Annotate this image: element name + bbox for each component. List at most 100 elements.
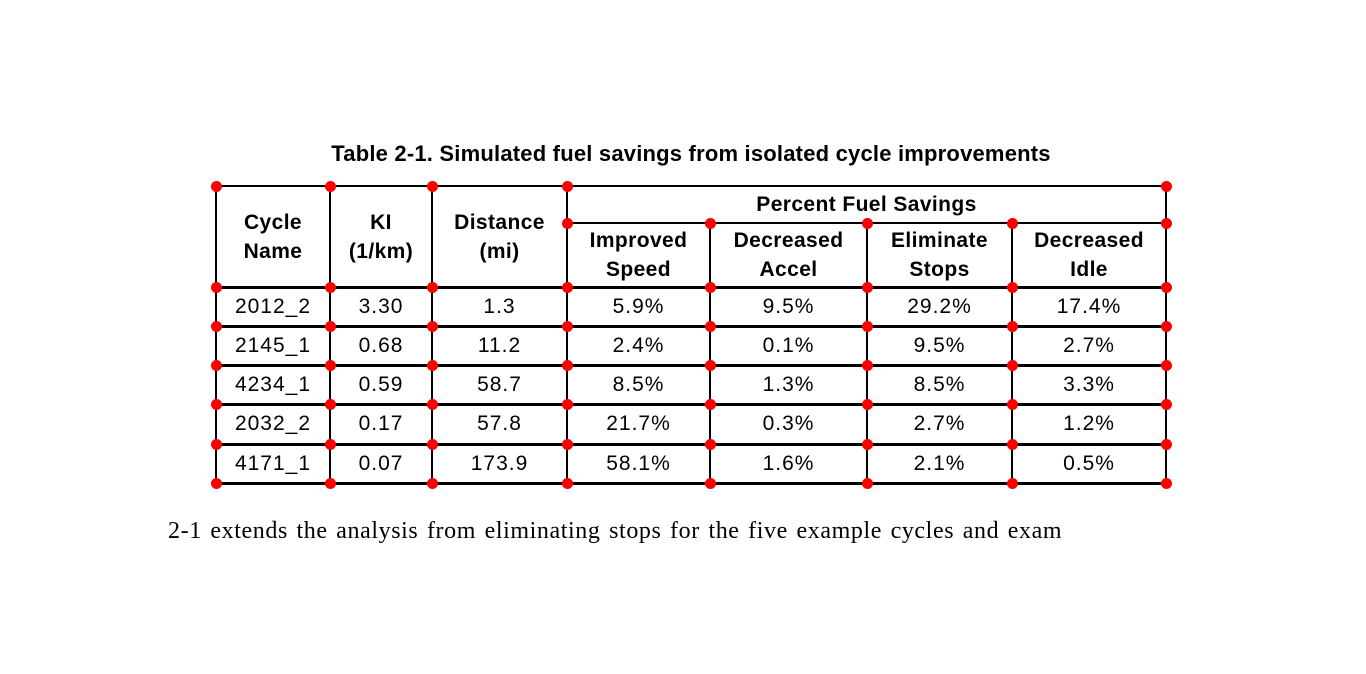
grid-line-horizontal [215, 402, 1167, 406]
data-cell: 8.5% [612, 372, 665, 396]
annotation-dot [426, 359, 438, 371]
annotation-dot [1006, 477, 1018, 489]
annotation-dot [704, 398, 716, 410]
annotation-dot [426, 281, 438, 293]
grid-line-horizontal [215, 481, 1167, 485]
caption-text: 2-1 extends the analysis from eliminatin… [168, 518, 1063, 544]
data-cell: 4171_1 [234, 451, 312, 475]
annotation-dot [561, 398, 573, 410]
annotation-dot [561, 180, 573, 192]
sub-header-cell: Decreased Accel [733, 229, 844, 281]
grid-line-horizontal [215, 324, 1167, 328]
annotation-dot [426, 438, 438, 450]
annotation-dot [561, 477, 573, 489]
annotation-dot [1160, 217, 1172, 229]
annotation-dot [210, 180, 222, 192]
data-cell: 0.1% [762, 333, 815, 357]
grid-line-horizontal [215, 185, 1167, 187]
data-cell: 21.7% [606, 412, 671, 435]
annotation-dot [861, 217, 873, 229]
annotation-dot [561, 320, 573, 332]
annotation-dot [704, 281, 716, 293]
annotation-dot [1006, 398, 1018, 410]
data-cell: 2145_1 [234, 333, 312, 357]
data-cell: 2.7% [1063, 333, 1115, 357]
annotation-dot [426, 320, 438, 332]
data-cell: 1.3 [483, 294, 516, 318]
annotation-dot [561, 438, 573, 450]
grid-line-vertical [866, 222, 868, 484]
annotation-dot [704, 359, 716, 371]
annotation-dot [210, 438, 222, 450]
grid-line-vertical [215, 185, 217, 484]
annotation-dot [324, 438, 336, 450]
data-cell: 29.2% [907, 294, 972, 318]
data-cell: 58.1% [606, 451, 671, 475]
annotation-dot [861, 281, 873, 293]
clipped-text-fragment: e [158, 514, 164, 550]
data-cell: 5.9% [612, 294, 665, 318]
annotation-dot [861, 398, 873, 410]
annotation-dot [861, 438, 873, 450]
annotation-dot [1160, 180, 1172, 192]
annotation-dot [1006, 281, 1018, 293]
annotation-dot [861, 320, 873, 332]
annotation-dot [324, 281, 336, 293]
annotation-dot [1160, 477, 1172, 489]
annotation-dot [1160, 320, 1172, 332]
grid-line-vertical [566, 185, 568, 484]
annotation-dot [861, 477, 873, 489]
annotation-dot [561, 281, 573, 293]
annotation-dot [1006, 438, 1018, 450]
grid-line-horizontal [215, 363, 1167, 367]
data-cell: 1.2% [1063, 412, 1115, 435]
annotation-dot [324, 180, 336, 192]
annotation-dot [1006, 359, 1018, 371]
annotation-dot [1160, 438, 1172, 450]
data-cell: 0.5% [1063, 451, 1115, 475]
data-cell: 9.5% [762, 294, 815, 318]
group-header-cell: Percent Fuel Savings [756, 193, 977, 216]
grid-line-vertical [709, 222, 711, 484]
data-cell: 1.3% [762, 372, 815, 396]
annotation-dot [1006, 320, 1018, 332]
annotation-dot [704, 217, 716, 229]
annotation-dot [1006, 217, 1018, 229]
data-cell: 58.7 [477, 372, 522, 396]
sub-header-cell: Eliminate Stops [891, 229, 988, 281]
annotation-dot [324, 320, 336, 332]
sub-header-cell: Decreased Idle [1034, 229, 1144, 281]
annotation-dot [1160, 359, 1172, 371]
annotation-dot [704, 477, 716, 489]
annotation-dot [426, 398, 438, 410]
sub-header-cell: Improved Speed [589, 229, 688, 281]
data-cell: 0.59 [358, 372, 404, 396]
grid-line-vertical [329, 185, 331, 484]
data-cell: 2.4% [612, 333, 665, 357]
data-cell: 2032_2 [234, 412, 312, 435]
data-cell: 173.9 [470, 451, 529, 475]
data-cell: 3.3% [1063, 372, 1115, 396]
annotation-dot [426, 477, 438, 489]
data-cell: 3.30 [358, 294, 404, 318]
annotation-dot [324, 477, 336, 489]
annotation-dot [704, 320, 716, 332]
data-cell: 0.3% [762, 412, 815, 435]
grid-line-horizontal [215, 442, 1167, 446]
annotation-dot [1160, 281, 1172, 293]
header-cell: KI (1/km) [348, 210, 414, 263]
data-cell: 0.07 [358, 451, 404, 475]
header-cell: Cycle Name [243, 210, 303, 263]
annotation-dot [561, 359, 573, 371]
annotation-dot [704, 438, 716, 450]
header-cell: Distance (mi) [454, 210, 545, 263]
data-cell: 11.2 [477, 333, 522, 357]
annotation-dot [324, 398, 336, 410]
annotation-dot [561, 217, 573, 229]
annotation-dot [210, 477, 222, 489]
data-cell: 0.17 [358, 412, 404, 435]
data-cell: 2.1% [913, 451, 966, 475]
data-cell: 8.5% [913, 372, 966, 396]
data-cell: 1.6% [762, 451, 815, 475]
